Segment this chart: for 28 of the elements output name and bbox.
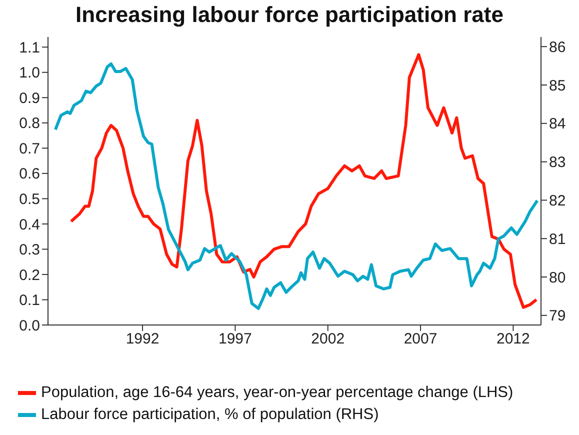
y-tick-label: 0.6 [19, 166, 40, 183]
y2-tick-label: 79 [549, 308, 566, 325]
x-tick-label: 2007 [404, 330, 438, 348]
y-tick-label: 0.5 [19, 191, 40, 208]
y2-tick-label: 85 [549, 77, 566, 94]
x-tick-label: 1992 [126, 330, 160, 348]
y-tick-label: 0.4 [19, 216, 40, 234]
x-tick-label: 1997 [218, 330, 252, 348]
y2-tick-label: 83 [549, 154, 566, 172]
y-tick-label: 0.8 [19, 115, 40, 132]
y-tick-label: 1.1 [19, 39, 40, 56]
legend-label: Population, age 16-64 years, year-on-year percentage change (LHS) [41, 384, 514, 402]
y2-tick-label: 82 [549, 192, 566, 210]
y-tick-label: 0.0 [19, 317, 40, 334]
y-tick-label: 0.7 [19, 140, 40, 158]
y-tick-label: 0.9 [19, 90, 40, 107]
x-tick-label: 2012 [496, 330, 530, 348]
y2-tick-label: 80 [549, 269, 566, 286]
legend-label: Labour force participation, % of population (RHS) [41, 406, 379, 424]
x-tick-label: 2002 [311, 330, 345, 348]
chart-title: Increasing labour force participation rate [74, 2, 504, 28]
y-tick-label: 1.0 [19, 64, 40, 82]
y2-tick-label: 81 [549, 230, 566, 248]
y2-tick-label: 84 [549, 116, 566, 133]
y-tick-label: 0.2 [19, 266, 40, 284]
y2-tick-label: 86 [549, 38, 566, 56]
y-tick-label: 0.1 [19, 292, 40, 310]
y-tick-label: 0.3 [19, 242, 40, 259]
